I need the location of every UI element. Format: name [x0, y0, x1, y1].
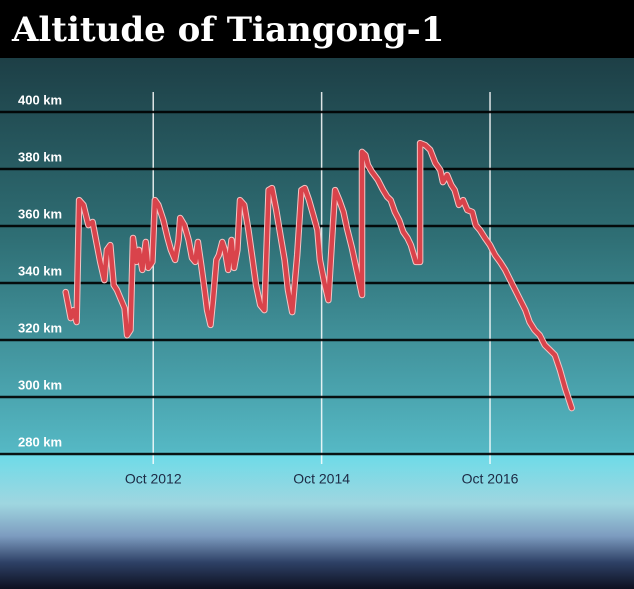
y-tick-label: 280 km	[18, 434, 62, 449]
y-tick-label: 340 km	[18, 263, 62, 278]
y-tick-label: 320 km	[18, 320, 62, 335]
background	[0, 58, 634, 589]
y-tick-label: 380 km	[18, 149, 62, 164]
y-tick-label: 400 km	[18, 92, 62, 107]
chart-title: Altitude of Tiangong-1	[11, 10, 444, 50]
x-tick-label: Oct 2014	[293, 471, 350, 487]
title-bar	[0, 0, 634, 58]
x-tick-label: Oct 2012	[125, 471, 182, 487]
line	[63, 140, 574, 411]
y-tick-label: 360 km	[18, 206, 62, 221]
y-tick-label: 300 km	[18, 377, 62, 392]
x-tick-label: Oct 2016	[462, 471, 519, 487]
